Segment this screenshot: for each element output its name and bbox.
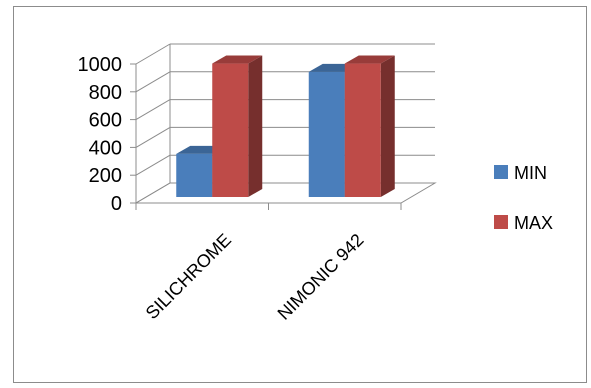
chart-frame: [13, 6, 587, 383]
gridline-side: [135, 154, 171, 176]
y-tick-label: 600: [89, 110, 122, 132]
gridline-side: [135, 99, 171, 121]
bar-max-0: [212, 55, 263, 198]
bar-front: [308, 71, 345, 197]
gridline-side: [135, 71, 171, 93]
y-tick-label: 200: [89, 165, 122, 187]
x-category-label: NIMONIC 942: [274, 230, 368, 324]
y-tick-label: 0: [111, 193, 122, 215]
y-tick-label: 400: [89, 137, 122, 159]
legend-swatch-min: [494, 165, 508, 179]
bar-side: [248, 55, 263, 198]
chart-legend: MIN MAX: [494, 163, 553, 233]
bar-top: [212, 55, 263, 64]
legend-label-min: MIN: [514, 163, 547, 183]
bar-front: [176, 153, 213, 197]
gridline-side: [135, 126, 171, 148]
y-tick-label: 1000: [78, 54, 123, 76]
chart-floor: [134, 182, 437, 204]
x-category-label: SILICHROME: [142, 230, 235, 323]
y-tick-label: 800: [89, 82, 122, 104]
bar-max-1: [344, 55, 395, 198]
gridline-side: [135, 43, 171, 65]
bar-side: [380, 55, 395, 198]
bar-front: [344, 63, 381, 198]
chart-axes: [130, 44, 437, 210]
chart-bars: [176, 55, 395, 198]
bar-top: [344, 55, 395, 64]
legend-swatch-max: [494, 215, 508, 229]
bar-front: [212, 63, 249, 198]
legend-label-max: MAX: [514, 213, 553, 233]
